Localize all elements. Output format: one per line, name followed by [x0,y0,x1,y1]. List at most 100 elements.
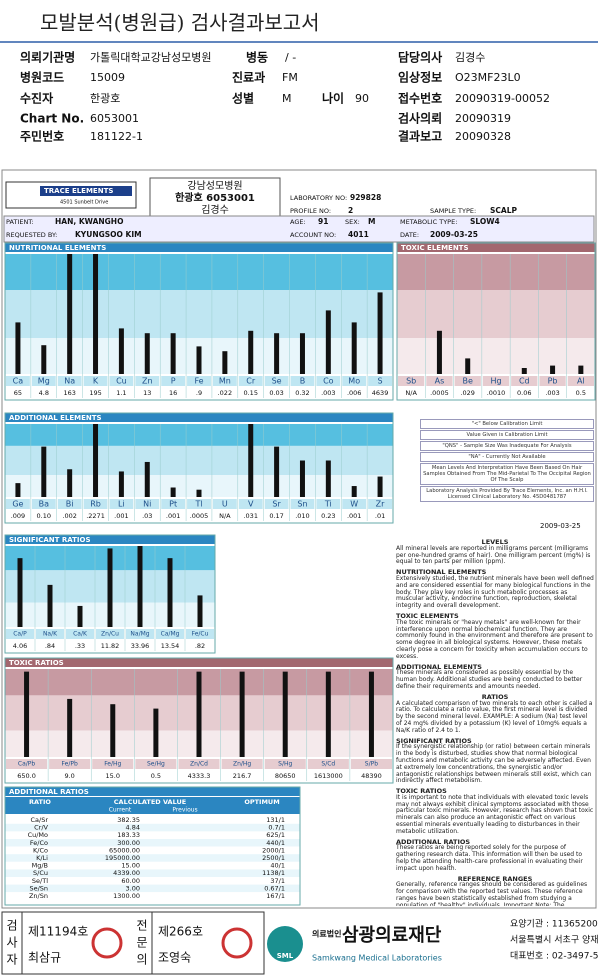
label-cell [6,499,30,509]
item-label: Co [323,377,334,386]
panel-title: NUTRITIONAL ELEMENTS [9,244,106,252]
level-bar [93,254,99,374]
level-bar [153,708,159,757]
level-bar [170,333,176,374]
panel-title-bar [5,243,393,252]
ratio-optimum: 40/1 [270,862,285,870]
info-label: PROFILE NO: [290,207,331,215]
label-cell [264,499,289,509]
logo-address: 4501 Sunbelt Drive [60,200,108,206]
item-label: U [222,500,228,509]
legend-line: Mean Levels And Interpretation Have Been… [420,463,594,485]
note-text: If the synergistic relationship (or rati… [396,743,592,785]
report-date: 2009-03-25 [540,522,581,530]
table-subcolumn: Previous [172,807,197,814]
field-value: 가톨릭대학교강남성모병원 [90,51,211,64]
logo-text: TRACE ELEMENTS [44,187,113,195]
table-column: OPTIMUM [244,798,279,806]
ratio-current: 60.00 [121,877,140,885]
item-value: N/A [219,512,231,520]
panel-title-bar [397,243,595,252]
field-label: 나이 [322,91,344,106]
label-cell [156,629,184,639]
level-bar [521,368,527,374]
item-label: Na/Mg [130,631,149,638]
ratio-optimum: 0.67/1 [264,884,285,892]
table-frame [4,786,301,906]
item-label: Hg [490,377,501,386]
level-bar [167,558,173,627]
level-bar [578,365,584,374]
note-heading: RATIOS [481,692,509,701]
level-bar [137,546,143,627]
note-text: These ratios are being reported solely f… [396,844,583,872]
item-value: .82 [195,642,205,650]
level-bar [170,487,176,497]
note-heading: NUTRITIONAL ELEMENTS [396,568,487,577]
item-value: .001 [347,512,361,520]
label-cell [238,499,263,509]
range-band [5,445,393,476]
item-value: 4.8 [39,389,49,397]
ratio-current: 183.33 [117,831,140,839]
ratio-current: 3.00 [126,884,140,892]
note-heading: ADDITIONAL RATIOS [396,837,471,846]
item-label: P [171,377,176,386]
level-bar [299,460,305,497]
item-value: N/A [405,389,417,397]
table-row [5,823,300,832]
item-label: S/Hg [278,761,292,768]
org-english: Samkwang Medical Laboratories [312,954,442,963]
item-label: Cd [519,377,530,386]
ratio-name: S/Cu [33,869,48,877]
level-bar [15,483,21,497]
item-value: 48390 [361,772,382,780]
field-value: 김경수 [455,51,485,64]
item-label: S/Pb [365,761,378,768]
item-value: .001 [166,512,180,520]
level-bar [196,489,202,497]
item-label: Sb [406,377,416,386]
level-bar [325,310,331,374]
item-label: S [378,377,383,386]
table-column: RATIO [29,798,51,806]
label-cell [539,376,566,386]
org-type: 의료법인 [312,929,341,939]
ratio-name: K/Li [36,854,48,862]
item-label: Fe/Pb [62,761,78,768]
label-cell [57,376,82,386]
level-bar [107,548,113,627]
level-bar [67,698,73,757]
ratio-current: 195000.00 [105,854,140,862]
range-band [5,424,393,446]
ratio-current: 4339.00 [113,869,140,877]
info-label: ACCOUNT NO: [290,231,336,239]
field-value: 6053001 [90,112,139,125]
item-label: Li [118,500,125,509]
ratio-current: 4.84 [126,824,140,832]
info-value: KYUNGSOO KIM [75,230,142,239]
item-label: Ni [143,500,151,509]
item-label: Na/K [43,631,58,638]
license-number: 제266호 [158,925,203,939]
item-label: S/Cd [321,761,335,768]
stamp-line: 한광호 6053001 [175,191,255,204]
panel-title: SIGNIFICANT RATIOS [9,536,91,544]
info-strip [3,215,595,243]
label-cell [57,499,82,509]
label-cell [135,499,160,509]
level-bar [325,460,331,497]
field-value: 181122-1 [90,130,143,143]
level-bar [222,351,228,374]
level-bar [351,322,357,374]
info-label: SEX: [345,218,360,226]
level-bar [67,254,73,374]
item-label: Pt [169,500,177,509]
note-text: All mineral levels are reported in milli… [396,544,591,566]
level-bar [67,469,73,497]
panel-frame [4,534,216,654]
table-row [5,816,300,824]
report-title: 모발분석(병원급) 검사결과보고서 [40,11,320,35]
